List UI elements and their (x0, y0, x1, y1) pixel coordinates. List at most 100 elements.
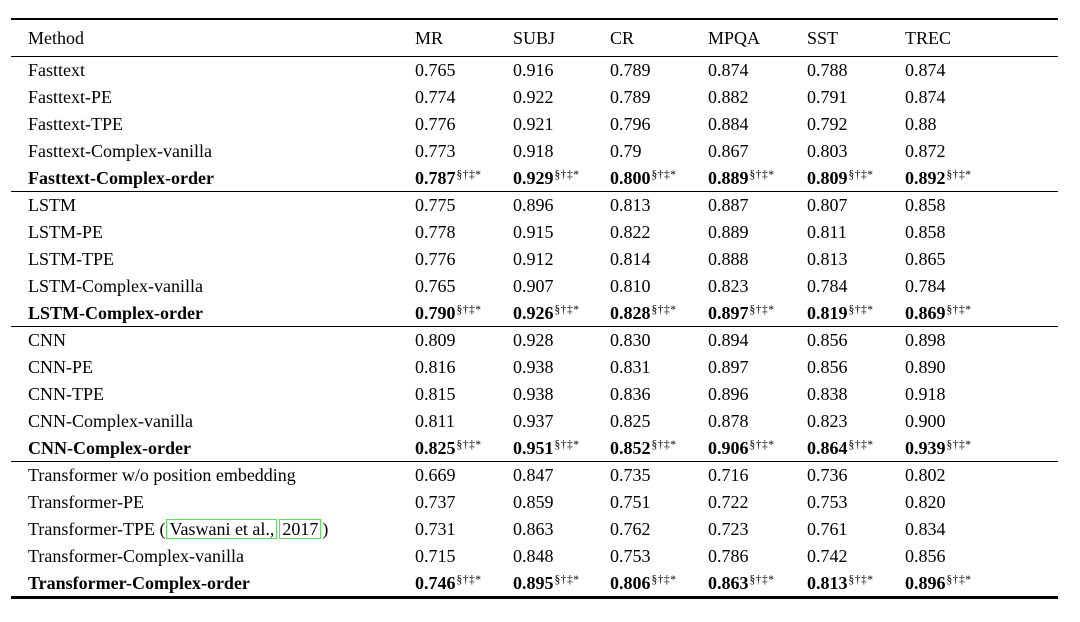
table-row: Transformer-PE 0.737 0.859 0.751 0.722 0.753 0… (11, 489, 1058, 516)
table-row: CNN 0.809 0.928 0.830 0.894 0.856 0.898 (11, 327, 1058, 354)
significance-marks: §†‡* (749, 438, 775, 451)
score-value: 0.788 (807, 60, 848, 81)
method-label: Fasttext (28, 60, 85, 81)
score-cell: 0.715 (415, 547, 513, 565)
score-value: 0.789 (610, 60, 651, 81)
score-value: 0.773 (415, 140, 456, 161)
method-cell: LSTM-Complex-vanilla (28, 277, 415, 295)
score-cell: 0.916 (513, 61, 610, 79)
score-cell: 0.825 (610, 412, 708, 430)
score-value: 0.937 (513, 410, 554, 431)
score-cell: 0.838 (807, 385, 905, 403)
table-row: Transformer-TPE (Vaswani et al., 2017) 0.7… (11, 516, 1058, 543)
score-cell: 0.858 (905, 196, 1058, 214)
method-label: Transformer-Complex-vanilla (28, 545, 244, 566)
score-cell: 0.864§†‡* (807, 439, 905, 457)
score-value: 0.838 (807, 383, 848, 404)
score-value: 0.896 (708, 383, 749, 404)
score-cell: 0.820 (905, 493, 1058, 511)
score-value: 0.864 (807, 437, 848, 458)
citation-link[interactable]: 2017 (279, 518, 322, 539)
significance-marks: §†‡* (554, 303, 580, 316)
significance-marks: §†‡* (651, 573, 677, 586)
score-value: 0.79 (610, 140, 642, 161)
score-cell: 0.803 (807, 142, 905, 160)
score-cell: 0.784 (807, 277, 905, 295)
score-cell: 0.802 (905, 466, 1058, 484)
score-value: 0.928 (513, 330, 554, 351)
score-cell: 0.856 (807, 358, 905, 376)
method-label: Transformer-Complex-order (28, 572, 250, 593)
score-cell: 0.788 (807, 61, 905, 79)
score-cell: 0.809§†‡* (807, 169, 905, 187)
column-header-trec: TREC (905, 28, 952, 48)
score-cell: 0.900 (905, 412, 1058, 430)
score-value: 0.820 (905, 492, 946, 513)
method-cell: CNN (28, 331, 415, 349)
score-value: 0.938 (513, 383, 554, 404)
method-group: CNN 0.809 0.928 0.830 0.894 0.856 0.898 CNN-PE 0… (11, 325, 1058, 461)
score-cell: 0.874 (905, 61, 1058, 79)
results-table: Method MR SUBJ CR MPQA SST TREC Fasttext… (11, 18, 1058, 599)
score-value: 0.884 (708, 113, 749, 134)
score-cell: 0.716 (708, 466, 807, 484)
table-row: LSTM-Complex-order 0.790§†‡* 0.926§†‡* 0.82… (11, 299, 1058, 326)
score-value: 0.800 (610, 167, 651, 188)
score-cell: 0.869§†‡* (905, 304, 1058, 322)
method-cell: Fasttext-TPE (28, 115, 415, 133)
score-value: 0.836 (610, 383, 651, 404)
score-cell: 0.938 (513, 385, 610, 403)
score-cell: 0.737 (415, 493, 513, 511)
score-value: 0.809 (415, 330, 456, 351)
method-label: CNN-Complex-vanilla (28, 410, 193, 431)
score-cell: 0.723 (708, 520, 807, 538)
table-row: CNN-Complex-order 0.825§†‡* 0.951§†‡* 0.852… (11, 434, 1058, 461)
score-value: 0.784 (807, 275, 848, 296)
method-cell: Fasttext-Complex-order (28, 169, 415, 187)
score-value: 0.746 (415, 572, 456, 593)
score-cell: 0.811 (415, 412, 513, 430)
score-cell: 0.813 (610, 196, 708, 214)
score-value: 0.810 (610, 275, 651, 296)
score-cell: 0.789 (610, 88, 708, 106)
score-value: 0.811 (807, 222, 847, 243)
score-cell: 0.836 (610, 385, 708, 403)
score-value: 0.889 (708, 167, 749, 188)
method-label: Transformer-TPE ( (28, 518, 166, 539)
table-row: Transformer-Complex-order 0.746§†‡* 0.895§… (11, 569, 1058, 596)
citation-link[interactable]: Vaswani et al., (166, 518, 278, 539)
score-cell: 0.896 (513, 196, 610, 214)
score-cell: 0.848 (513, 547, 610, 565)
score-cell: 0.79 (610, 142, 708, 160)
method-cell: LSTM (28, 196, 415, 214)
score-value: 0.912 (513, 248, 554, 269)
column-header-mr: MR (415, 28, 444, 48)
score-value: 0.858 (905, 195, 946, 216)
score-value: 0.813 (807, 572, 848, 593)
score-cell: 0.921 (513, 115, 610, 133)
score-cell: 0.937 (513, 412, 610, 430)
score-value: 0.852 (610, 437, 651, 458)
method-cell: CNN-TPE (28, 385, 415, 403)
score-cell: 0.915 (513, 223, 610, 241)
score-cell: 0.819§†‡* (807, 304, 905, 322)
method-label: LSTM (28, 195, 77, 216)
score-value: 0.765 (415, 60, 456, 81)
score-cell: 0.787§†‡* (415, 169, 513, 187)
score-value: 0.825 (415, 437, 456, 458)
significance-marks: §†‡* (749, 573, 775, 586)
score-cell: 0.906§†‡* (708, 439, 807, 457)
table-row: Fasttext-PE 0.774 0.922 0.789 0.882 0.791 0.87… (11, 84, 1058, 111)
table-row: LSTM-PE 0.778 0.915 0.822 0.889 0.811 0.858 (11, 219, 1058, 246)
score-cell: 0.830 (610, 331, 708, 349)
score-cell: 0.765 (415, 61, 513, 79)
score-cell: 0.814 (610, 250, 708, 268)
significance-marks: §†‡* (651, 438, 677, 451)
score-value: 0.813 (610, 195, 651, 216)
table-row: Fasttext-TPE 0.776 0.921 0.796 0.884 0.792 0.8… (11, 111, 1058, 138)
score-cell: 0.815 (415, 385, 513, 403)
score-value: 0.859 (513, 492, 554, 513)
method-cell: LSTM-PE (28, 223, 415, 241)
method-label: Fasttext-Complex-order (28, 167, 214, 188)
score-value: 0.762 (610, 518, 651, 539)
